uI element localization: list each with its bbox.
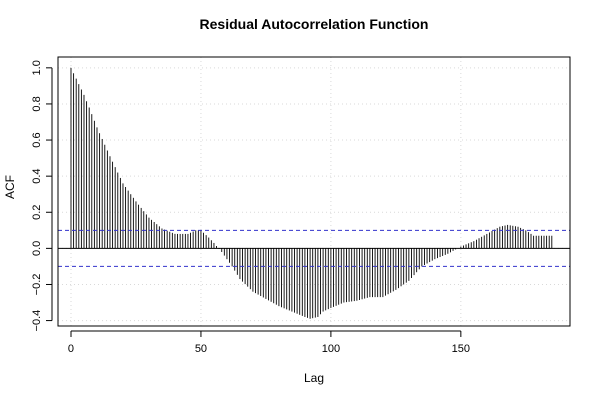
axes: 0 50 100 150 −0.4 −0.2 0.0 0.2 0.4 0.6 0.8 1.0 bbox=[31, 60, 470, 355]
acf-bars bbox=[70, 67, 553, 319]
x-tick-label: 150 bbox=[452, 343, 470, 355]
x-tick-label: 50 bbox=[195, 343, 207, 355]
grid-lines bbox=[58, 57, 570, 326]
y-tick-label: −0.2 bbox=[31, 274, 43, 296]
x-tick-label: 100 bbox=[322, 343, 340, 355]
y-tick-label: 0.8 bbox=[31, 96, 43, 111]
y-tick-label: 1.0 bbox=[31, 60, 43, 75]
plot-frame bbox=[57, 56, 571, 327]
y-axis-label: ACF bbox=[3, 175, 17, 199]
x-tick-label: 0 bbox=[68, 343, 74, 355]
y-tick-label: 0.4 bbox=[31, 169, 43, 184]
y-tick-label: 0.6 bbox=[31, 132, 43, 147]
x-axis-label: Lag bbox=[304, 371, 324, 385]
y-tick-label: 0.0 bbox=[31, 241, 43, 256]
reference-lines bbox=[58, 229, 570, 267]
chart-title: Residual Autocorrelation Function bbox=[200, 16, 429, 32]
y-tick-label: −0.4 bbox=[31, 310, 43, 332]
y-tick-label: 0.2 bbox=[31, 205, 43, 220]
